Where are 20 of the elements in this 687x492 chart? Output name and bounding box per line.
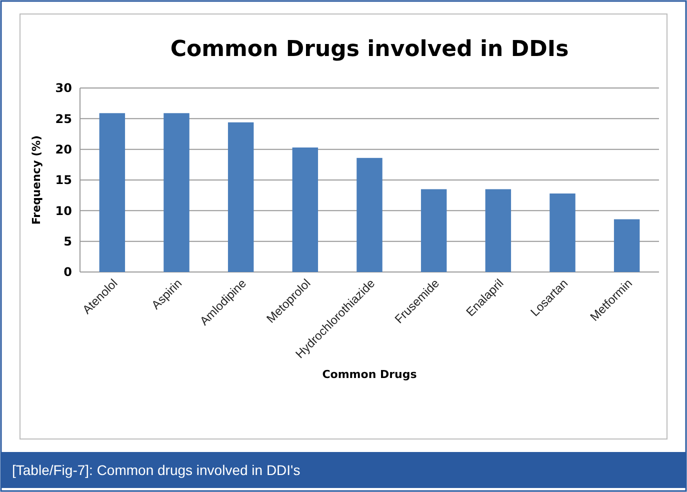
bar: [550, 193, 576, 272]
chart-title: Common Drugs involved in DDIs: [170, 37, 569, 62]
y-tick-label: 30: [55, 81, 72, 96]
bar: [614, 219, 640, 272]
bar: [228, 122, 254, 272]
y-tick-label: 5: [64, 234, 72, 249]
y-tick-label: 0: [64, 265, 72, 280]
y-tick-label: 15: [55, 173, 72, 188]
bar: [485, 189, 512, 272]
bar: [164, 113, 190, 272]
y-axis-title: Frequency (%): [30, 135, 43, 225]
y-tick-label: 25: [55, 112, 72, 126]
x-axis-title: Common Drugs: [322, 368, 418, 381]
y-tick-label: 10: [55, 204, 72, 218]
bar: [292, 147, 318, 272]
y-tick-label: 20: [55, 142, 72, 157]
bar: [356, 158, 382, 272]
bar: [99, 113, 126, 272]
bar: [420, 189, 447, 272]
text: [Table/Fig-7]: Common drugs involved in DDI's: [12, 462, 300, 478]
